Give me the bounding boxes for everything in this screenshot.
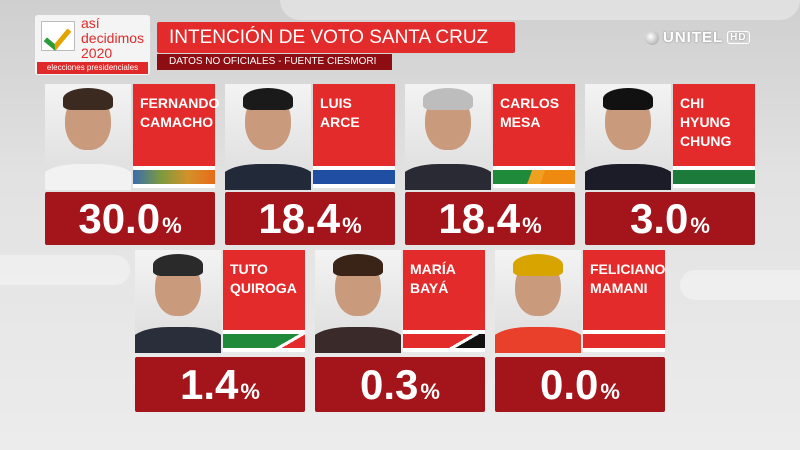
checkmark-icon <box>41 21 75 51</box>
vote-percentage: 3.0% <box>585 192 755 245</box>
percentage-value: 1.4 <box>180 361 239 408</box>
candidate-photo <box>495 250 581 353</box>
candidate-name: LUIS ARCE <box>313 84 395 166</box>
party-stripe <box>223 330 305 352</box>
logo-subtitle: elecciones presidenciales <box>37 62 148 74</box>
percent-sign: % <box>240 379 260 404</box>
vote-percentage: 1.4% <box>135 357 305 412</box>
percentage-value: 30.0 <box>78 195 161 242</box>
source-note: DATOS NO OFICIALES - FUENTE CIESMORI <box>157 54 392 70</box>
party-stripe <box>493 166 575 188</box>
vote-percentage: 0.3% <box>315 357 485 412</box>
candidate-photo <box>45 84 131 190</box>
logo-year: 2020 <box>81 45 113 61</box>
candidate-name: FERNANDO CAMACHO <box>133 84 220 166</box>
candidate-photo <box>135 250 221 353</box>
candidate-first-name: CHI HYUNG <box>680 95 731 130</box>
percent-sign: % <box>690 213 710 238</box>
channel-name: UNITEL <box>663 29 724 46</box>
percentage-value: 0.3 <box>360 361 419 408</box>
percent-sign: % <box>600 379 620 404</box>
page-title: INTENCIÓN DE VOTO SANTA CRUZ <box>157 22 515 53</box>
vote-percentage: 30.0% <box>45 192 215 245</box>
percentage-value: 18.4 <box>438 195 521 242</box>
percent-sign: % <box>342 213 362 238</box>
vote-percentage: 18.4% <box>405 192 575 245</box>
candidate-first-name: MARÍA <box>410 261 456 277</box>
party-stripe <box>133 166 215 188</box>
party-stripe <box>403 330 485 352</box>
candidate-first-name: TUTO <box>230 261 268 277</box>
candidate-photo <box>585 84 671 190</box>
candidate-photo <box>225 84 311 190</box>
candidate-last-name: BAYÁ <box>410 280 449 296</box>
candidate-first-name: CARLOS <box>500 95 560 111</box>
candidate-last-name: QUIROGA <box>230 280 297 296</box>
candidate-name: TUTO QUIROGA <box>223 250 305 330</box>
candidate-last-name: MESA <box>500 114 541 130</box>
candidate-photo <box>315 250 401 353</box>
percent-sign: % <box>522 213 542 238</box>
unitel-orb-icon <box>645 30 659 45</box>
logo-text: decidimos <box>81 30 145 46</box>
candidate-last-name: CHUNG <box>680 133 732 149</box>
percentage-value: 0.0 <box>540 361 599 408</box>
channel-logo: UNITEL HD <box>645 29 750 46</box>
party-stripe <box>583 330 665 352</box>
hd-badge: HD <box>727 31 750 44</box>
candidate-name: MARÍA BAYÁ <box>403 250 485 330</box>
percent-sign: % <box>162 213 182 238</box>
vote-percentage: 18.4% <box>225 192 395 245</box>
candidate-last-name: MAMANI <box>590 280 648 296</box>
candidate-photo <box>405 84 491 190</box>
logo-text: así <box>81 15 100 31</box>
asi-decidimos-logo: así decidimos 2020 elecciones presidenci… <box>35 15 150 75</box>
candidate-last-name: ARCE <box>320 114 360 130</box>
percent-sign: % <box>420 379 440 404</box>
candidate-first-name: FERNANDO <box>140 95 220 111</box>
candidate-name: FELICIANO MAMANI <box>583 250 665 330</box>
percentage-value: 18.4 <box>258 195 341 242</box>
candidate-name: CHI HYUNG CHUNG <box>673 84 755 166</box>
vote-percentage: 0.0% <box>495 357 665 412</box>
party-stripe <box>673 166 755 188</box>
candidate-last-name: CAMACHO <box>140 114 214 130</box>
candidate-first-name: FELICIANO <box>590 261 666 277</box>
party-stripe <box>313 166 395 188</box>
percentage-value: 3.0 <box>630 195 689 242</box>
candidate-name: CARLOS MESA <box>493 84 575 166</box>
candidate-first-name: LUIS <box>320 95 352 111</box>
